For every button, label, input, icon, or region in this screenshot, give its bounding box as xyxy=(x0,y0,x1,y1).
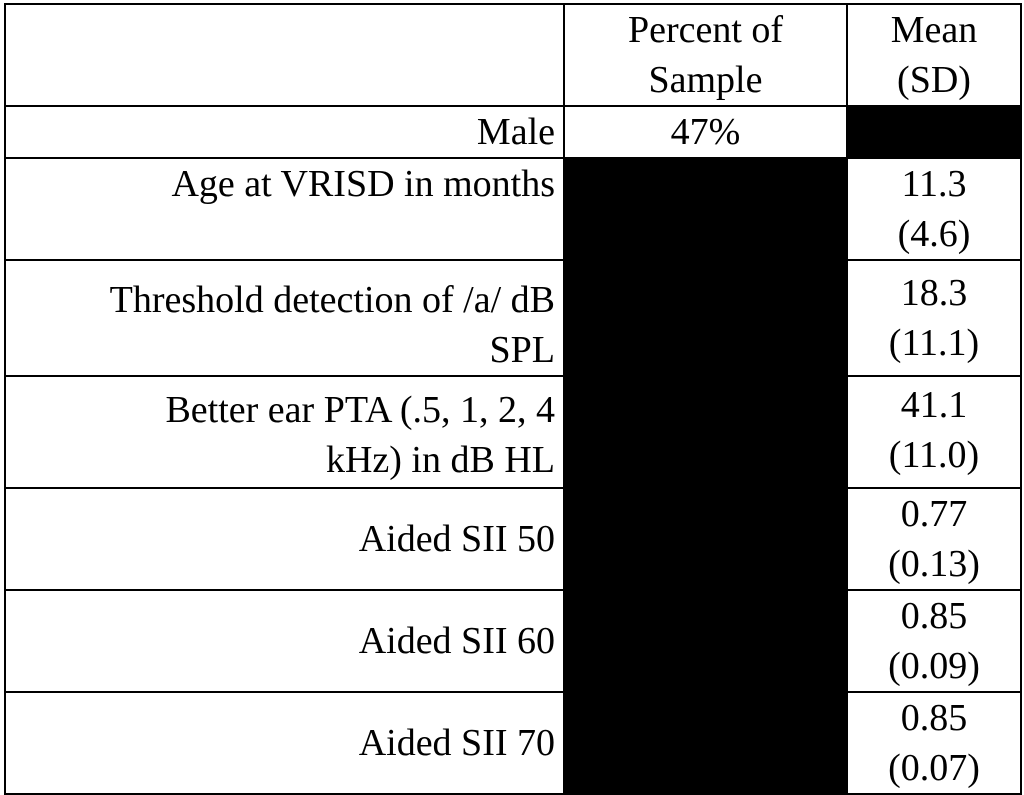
row-mean-aided-sii-50: 0.77 (0.13) xyxy=(846,487,1022,591)
redacted-cell xyxy=(563,157,848,261)
table-row: Better ear PTA (.5, 1, 2, 4 kHz) in dB H… xyxy=(4,375,1022,489)
row-label-aided-sii-70: Aided SII 70 xyxy=(4,691,565,795)
row-mean-aided-sii-60: 0.85 (0.09) xyxy=(846,589,1022,693)
row-mean-threshold: 18.3 (11.1) xyxy=(846,259,1022,377)
redacted-cell xyxy=(563,589,848,693)
redacted-cell xyxy=(563,375,848,489)
row-label-aided-sii-60: Aided SII 60 xyxy=(4,589,565,693)
redacted-cell xyxy=(846,105,1022,159)
table-row: Male 47% xyxy=(4,105,1022,159)
table-row: Aided SII 70 0.85 (0.07) xyxy=(4,691,1022,795)
row-label-age-vrisd: Age at VRISD in months xyxy=(4,157,565,261)
demographics-table: Percent of Sample Mean (SD) Male 47% Age… xyxy=(4,3,1022,795)
table-row: Age at VRISD in months 11.3 (4.6) xyxy=(4,157,1022,261)
row-label-threshold: Threshold detection of /a/ dB SPL xyxy=(4,259,565,377)
header-mean-sd: Mean (SD) xyxy=(846,3,1022,107)
row-percent-male: 47% xyxy=(563,105,848,159)
table-row: Aided SII 60 0.85 (0.09) xyxy=(4,589,1022,693)
header-empty-cell xyxy=(4,3,565,107)
redacted-cell xyxy=(563,691,848,795)
row-label-male: Male xyxy=(4,105,565,159)
row-label-threshold-text: Threshold detection of /a/ dB SPL xyxy=(109,279,555,371)
redacted-cell xyxy=(563,259,848,377)
table-row: Threshold detection of /a/ dB SPL 18.3 (… xyxy=(4,259,1022,377)
table-row: Aided SII 50 0.77 (0.13) xyxy=(4,487,1022,591)
redacted-cell xyxy=(563,487,848,591)
row-mean-better-ear-pta: 41.1 (11.0) xyxy=(846,375,1022,489)
row-label-aided-sii-50: Aided SII 50 xyxy=(4,487,565,591)
row-mean-age-vrisd: 11.3 (4.6) xyxy=(846,157,1022,261)
header-percent-of-sample: Percent of Sample xyxy=(563,3,848,107)
row-label-better-ear-pta: Better ear PTA (.5, 1, 2, 4 kHz) in dB H… xyxy=(4,375,565,489)
table-header-row: Percent of Sample Mean (SD) xyxy=(4,3,1022,107)
row-label-better-ear-pta-text: Better ear PTA (.5, 1, 2, 4 kHz) in dB H… xyxy=(165,389,555,481)
row-mean-aided-sii-70: 0.85 (0.07) xyxy=(846,691,1022,795)
